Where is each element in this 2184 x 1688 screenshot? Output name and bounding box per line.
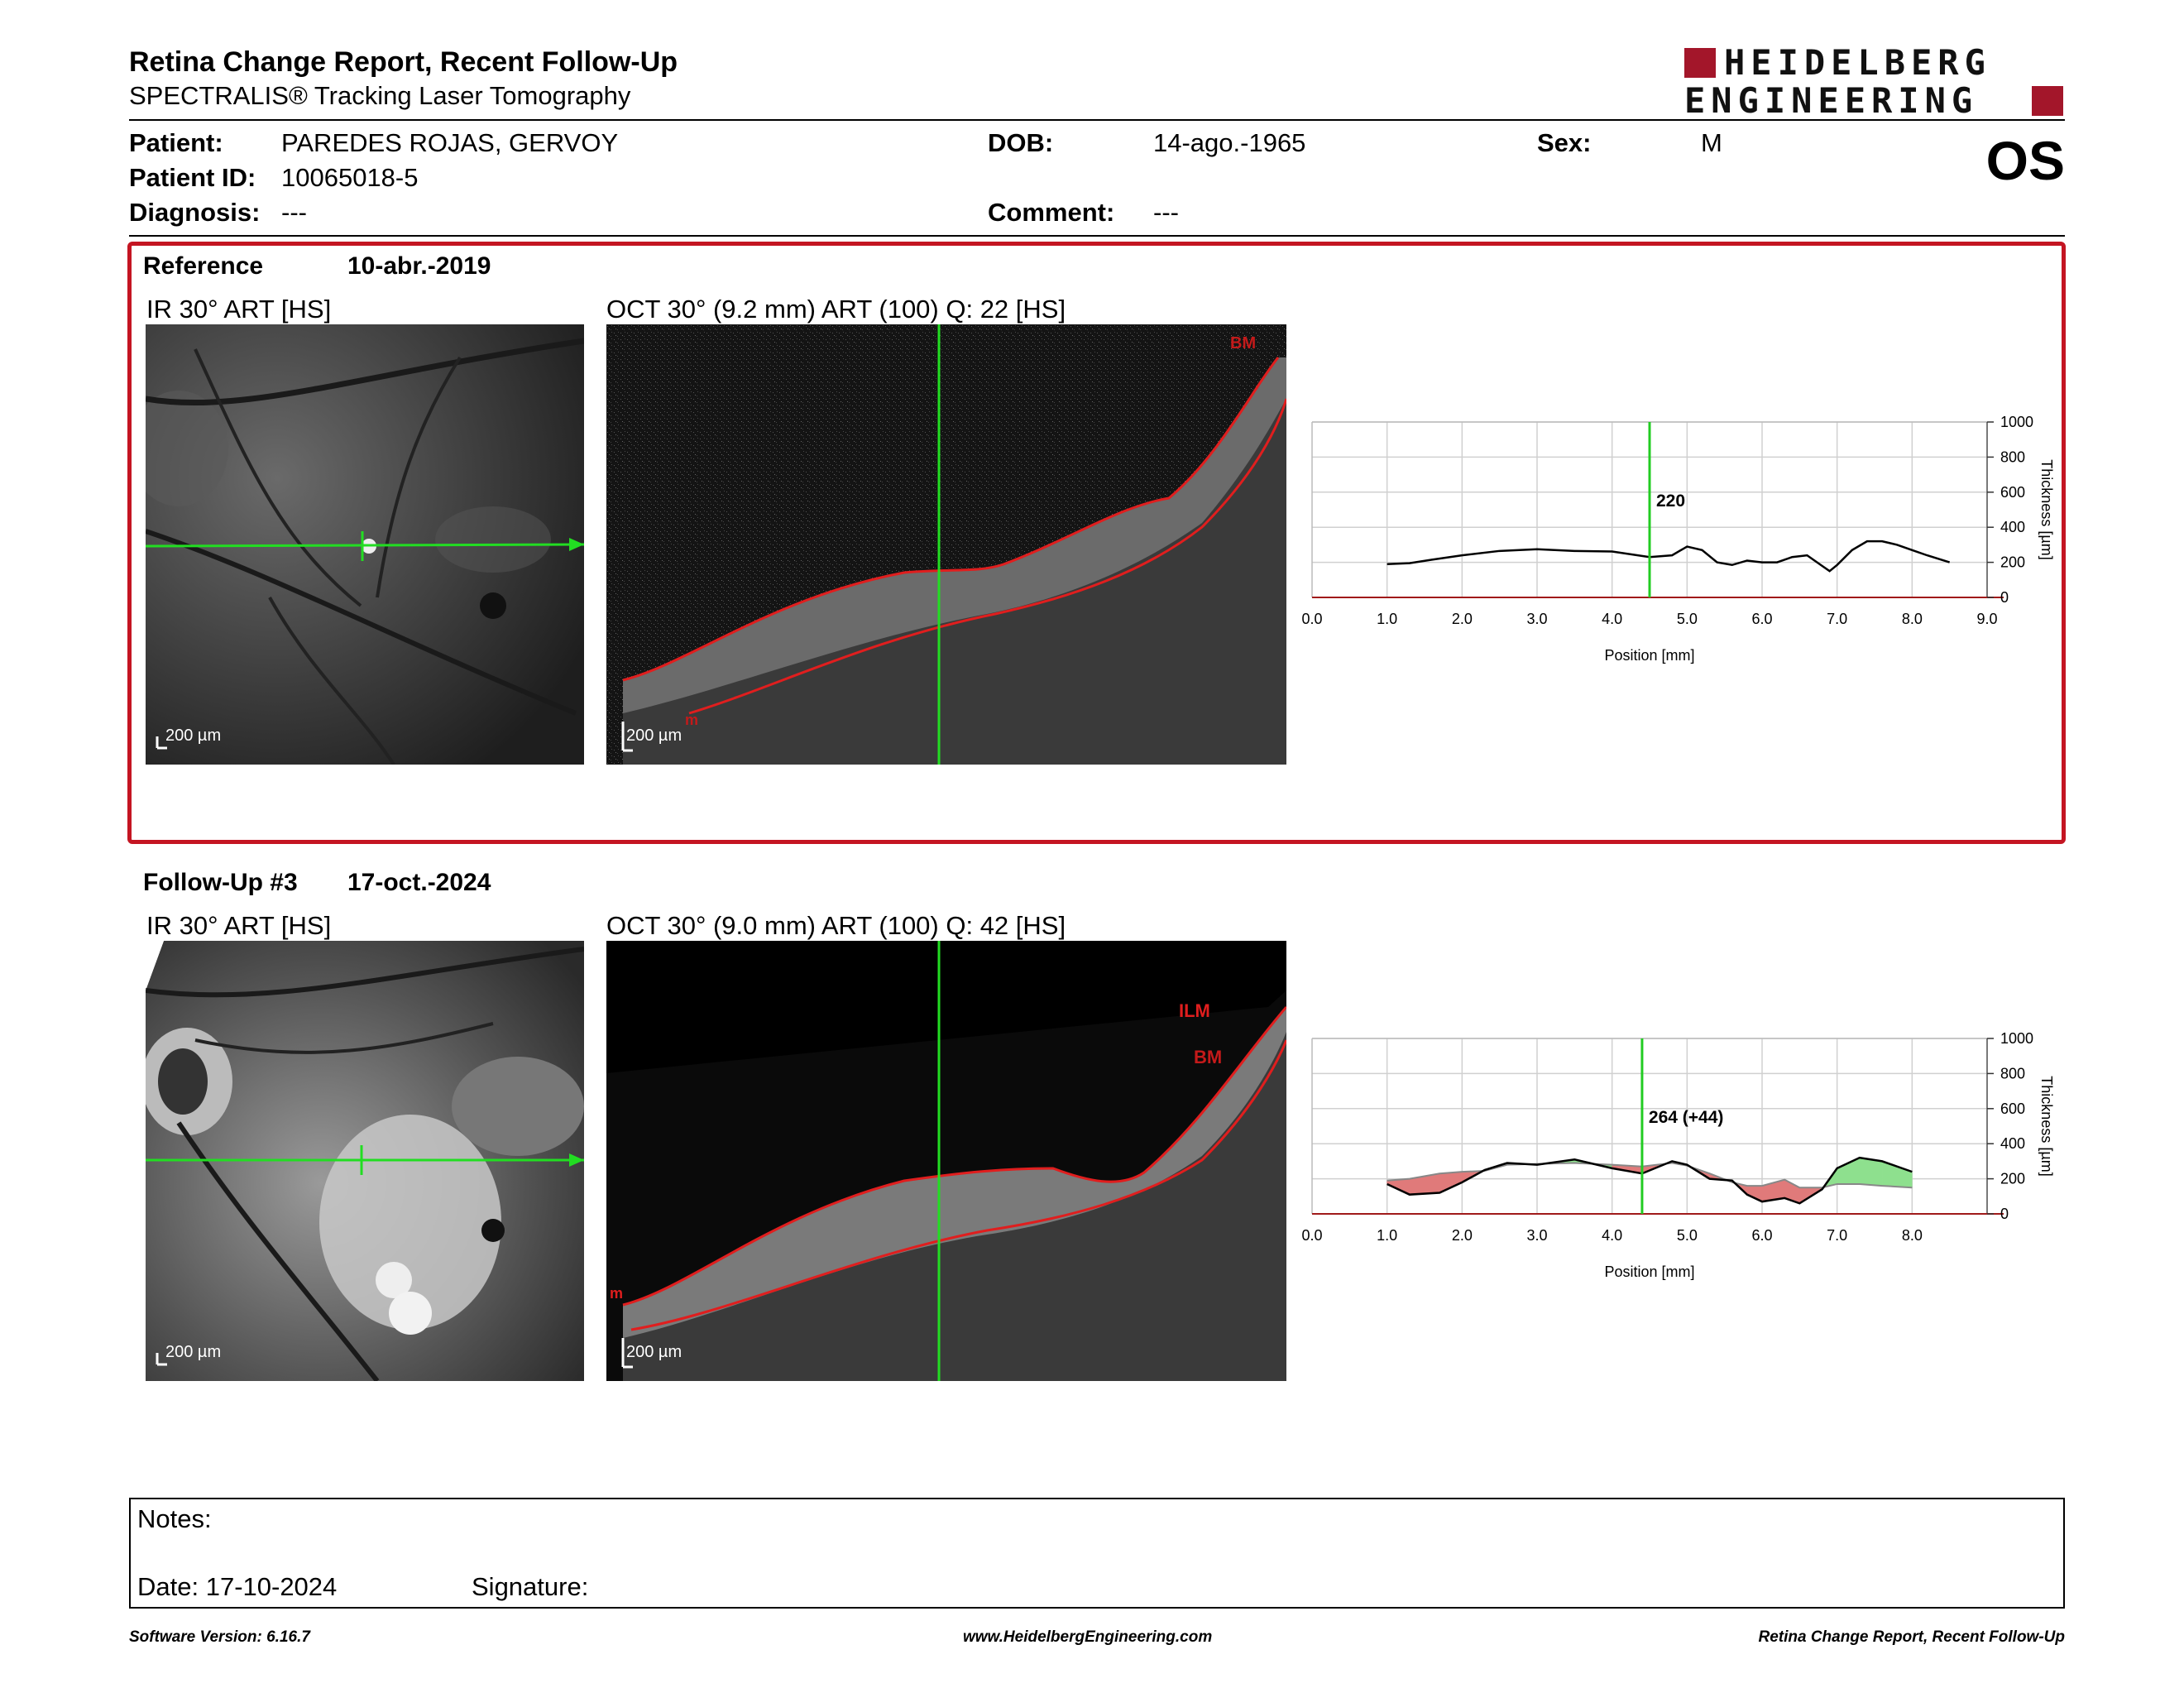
x-tick-label: 4.0	[1602, 611, 1622, 627]
logo-line2: ENGINEERING	[1684, 80, 1979, 121]
y-tick-label: 0	[2000, 589, 2009, 606]
reference-oct-scale: 200 µm	[626, 727, 682, 745]
y-tick-label: 200	[2000, 554, 2025, 571]
y-axis-label: Thickness [µm]	[2038, 1076, 2055, 1176]
info-divider	[129, 235, 2065, 237]
y-tick-label: 600	[2000, 484, 2025, 501]
dob-label: DOB:	[988, 128, 1054, 157]
y-tick-label: 800	[2000, 448, 2025, 465]
reference-oct-image[interactable]: BM m 200 µm	[606, 324, 1286, 765]
x-tick-label: 8.0	[1902, 1227, 1923, 1244]
sex-label: Sex:	[1537, 128, 1592, 157]
y-tick-label: 1000	[2000, 1030, 2033, 1047]
reference-thickness-chart: 0 200 400 600 800 1000 0.0 1.0 2.0 3.0 4.0 5.0 6.0 7.…	[1301, 414, 2063, 687]
followup-oct-tag-m: m	[610, 1285, 624, 1302]
y-tick-label: 0	[2000, 1206, 2009, 1222]
x-tick-label: 1.0	[1377, 611, 1397, 627]
reference-label: Reference	[143, 252, 264, 280]
change-area	[1881, 1161, 1913, 1188]
reference-frame	[127, 242, 2066, 844]
patient-id-value: 10065018-5	[281, 163, 419, 192]
marker-value-label: 264 (+44)	[1649, 1108, 1723, 1127]
reference-thickness-svg: 0 200 400 600 800 1000 0.0 1.0 2.0 3.0 4.0 5.0 6.0 7.…	[1301, 414, 2055, 664]
y-tick-label: 800	[2000, 1065, 2025, 1081]
x-tick-label: 2.0	[1452, 1227, 1473, 1244]
reference-oct-label: OCT 30° (9.2 mm) ART (100) Q: 22 [HS]	[606, 295, 1066, 324]
followup-oct-image[interactable]: ILM BM m 200 µm	[606, 941, 1286, 1381]
x-tick-label: 7.0	[1827, 611, 1847, 627]
report-title: Retina Change Report, Recent Follow-Up	[129, 46, 678, 78]
y-tick-label: 1000	[2000, 414, 2033, 430]
report-subtitle: SPECTRALIS® Tracking Laser Tomography	[129, 81, 631, 110]
x-tick-label: 7.0	[1827, 1227, 1847, 1244]
x-tick-label: 6.0	[1751, 1227, 1772, 1244]
patient-label: Patient:	[129, 128, 223, 157]
footer-website-link[interactable]: www.HeidelbergEngineering.com	[963, 1628, 1213, 1646]
x-tick-label: 8.0	[1902, 611, 1923, 627]
x-tick-label: 5.0	[1677, 611, 1698, 627]
diagnosis-value: ---	[281, 198, 307, 227]
x-tick-label: 6.0	[1751, 611, 1772, 627]
followup-date: 17-oct.-2024	[347, 869, 491, 896]
footer-report-name: Retina Change Report, Recent Follow-Up	[1758, 1628, 2065, 1646]
change-area	[1837, 1157, 1861, 1185]
followup-thickness-svg: 0 200 400 600 800 1000 0.0 1.0 2.0 3.0 4.0 5.0 6.0 7.…	[1301, 1030, 2055, 1280]
signature-label: Signature:	[472, 1572, 589, 1601]
x-tick-label: 0.0	[1302, 1227, 1323, 1244]
patient-id-label: Patient ID:	[129, 163, 256, 192]
dob-value: 14-ago.-1965	[1153, 128, 1306, 157]
x-tick-label: 3.0	[1526, 1227, 1547, 1244]
x-tick-label: 5.0	[1677, 1227, 1698, 1244]
x-tick-label: 9.0	[1976, 611, 1997, 627]
x-axis-label: Position [mm]	[1604, 1264, 1694, 1280]
footer-software-version: Software Version: 6.16.7	[129, 1628, 310, 1646]
marker-value-label: 220	[1656, 492, 1685, 511]
x-axis-label: Position [mm]	[1604, 647, 1694, 664]
reference-oct-tag-bm: BM	[1230, 334, 1257, 352]
thickness-line	[1387, 539, 1951, 573]
followup-label: Follow-Up #3	[143, 869, 298, 896]
y-tick-label: 200	[2000, 1171, 2025, 1187]
y-tick-label: 600	[2000, 1101, 2025, 1117]
comment-value: ---	[1153, 198, 1179, 227]
heidelberg-logo: HEIDELBERG ENGINEERING	[1684, 45, 2065, 119]
followup-thickness-line	[1387, 1156, 1913, 1205]
followup-ir-image[interactable]: 200 µm	[146, 941, 584, 1381]
x-tick-label: 3.0	[1526, 611, 1547, 627]
followup-ir-label: IR 30° ART [HS]	[146, 911, 332, 940]
patient-name: PAREDES ROJAS, GERVOY	[281, 128, 619, 157]
reference-ir-image[interactable]: 200 µm	[146, 324, 584, 765]
x-tick-label: 2.0	[1452, 611, 1473, 627]
followup-oct-label: OCT 30° (9.0 mm) ART (100) Q: 42 [HS]	[606, 911, 1066, 940]
notes-label: Notes:	[137, 1504, 212, 1533]
comment-label: Comment:	[988, 198, 1115, 227]
diagnosis-label: Diagnosis:	[129, 198, 261, 227]
logo-line1: HEIDELBERG	[1724, 42, 1991, 83]
followup-oct-tag-ilm: ILM	[1179, 1000, 1210, 1021]
notes-date: Date: 17-10-2024	[137, 1572, 338, 1601]
followup-ir-scale: 200 µm	[165, 1343, 222, 1361]
reference-oct-tag-m: m	[685, 712, 699, 728]
x-tick-label: 1.0	[1377, 1227, 1397, 1244]
change-area	[1859, 1157, 1883, 1187]
sex-value: M	[1701, 128, 1722, 157]
x-tick-label: 4.0	[1602, 1227, 1622, 1244]
y-tick-label: 400	[2000, 1135, 2025, 1152]
followup-oct-tag-bm: BM	[1194, 1047, 1223, 1067]
header-divider	[129, 119, 2065, 121]
x-tick-label: 0.0	[1302, 611, 1323, 627]
reference-ir-label: IR 30° ART [HS]	[146, 295, 332, 324]
followup-thickness-chart: 0 200 400 600 800 1000 0.0 1.0 2.0 3.0 4.0 5.0 6.0 7.…	[1301, 1030, 2063, 1303]
notes-box[interactable]: Notes: Date: 17-10-2024 Signature:	[129, 1498, 2065, 1609]
reference-date: 10-abr.-2019	[347, 252, 491, 280]
change-area	[1439, 1171, 1463, 1193]
y-tick-label: 400	[2000, 519, 2025, 535]
followup-oct-scale: 200 µm	[626, 1343, 682, 1361]
y-axis-label: Thickness [µm]	[2038, 459, 2055, 559]
reference-ir-scale: 200 µm	[165, 727, 222, 745]
eye-indicator: OS	[1985, 130, 2065, 191]
